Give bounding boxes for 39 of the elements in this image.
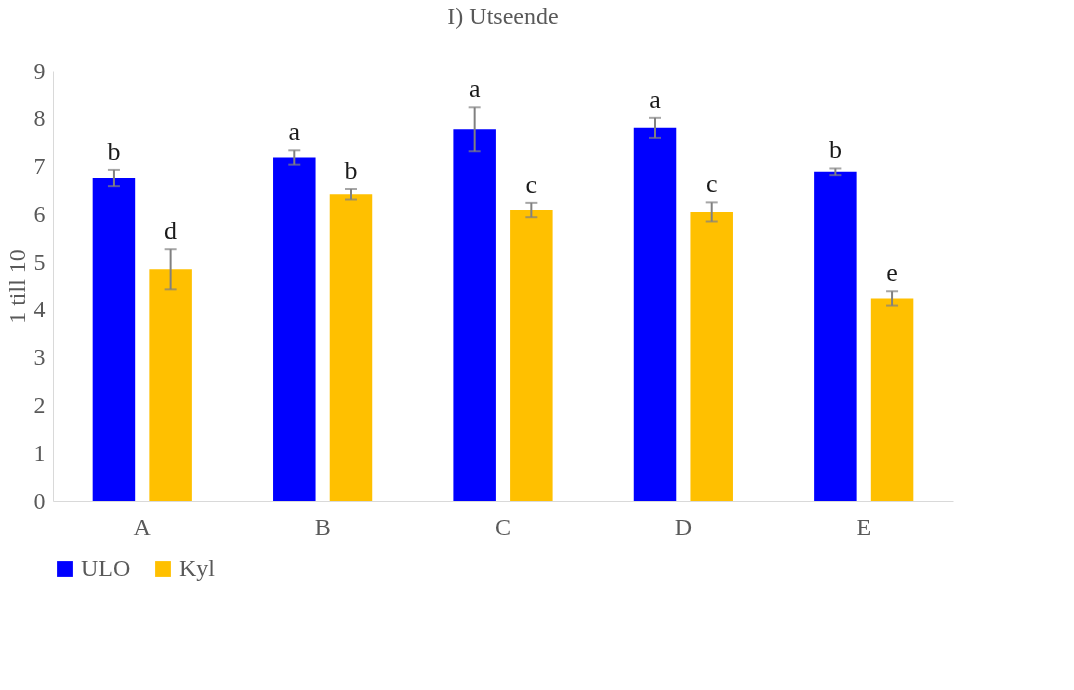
y-tick-label: 5	[33, 248, 46, 275]
data-label: c	[705, 169, 718, 199]
y-tick-label: 6	[33, 200, 46, 227]
bar	[273, 157, 316, 501]
x-tick-label: E	[856, 513, 872, 540]
chart-title: I) Utseende	[447, 3, 559, 29]
bar	[453, 129, 496, 501]
y-tick-label: 8	[33, 105, 46, 132]
legend-label: Kyl	[179, 555, 216, 581]
bar	[690, 211, 733, 501]
data-label: b	[344, 156, 358, 186]
bar	[329, 194, 373, 501]
y-axis-title: 1 till 10	[3, 249, 30, 324]
data-label: c	[525, 169, 538, 199]
data-label: a	[649, 84, 662, 114]
data-label: d	[164, 216, 178, 246]
y-tick-label: 9	[33, 57, 46, 84]
data-label: b	[828, 135, 842, 165]
y-tick-label: 0	[33, 487, 46, 514]
x-tick-label: A	[133, 513, 152, 540]
y-tick-label: 4	[33, 296, 46, 323]
bar	[633, 127, 677, 501]
data-label: a	[288, 117, 301, 147]
data-label: e	[886, 258, 898, 288]
bar	[510, 210, 553, 501]
y-tick-label: 2	[33, 391, 46, 418]
x-tick-label: B	[314, 513, 331, 540]
x-tick-label: C	[494, 513, 512, 540]
bar	[870, 298, 914, 501]
bar	[149, 269, 192, 501]
legend-label: ULO	[81, 555, 131, 581]
bar	[814, 171, 857, 501]
x-tick-label: D	[674, 513, 693, 540]
y-tick-label: 7	[33, 153, 46, 180]
y-tick-label: 3	[33, 344, 46, 371]
y-tick-label: 1	[33, 439, 46, 466]
data-label: a	[468, 74, 481, 104]
data-label: b	[107, 136, 121, 166]
bar	[92, 178, 136, 501]
